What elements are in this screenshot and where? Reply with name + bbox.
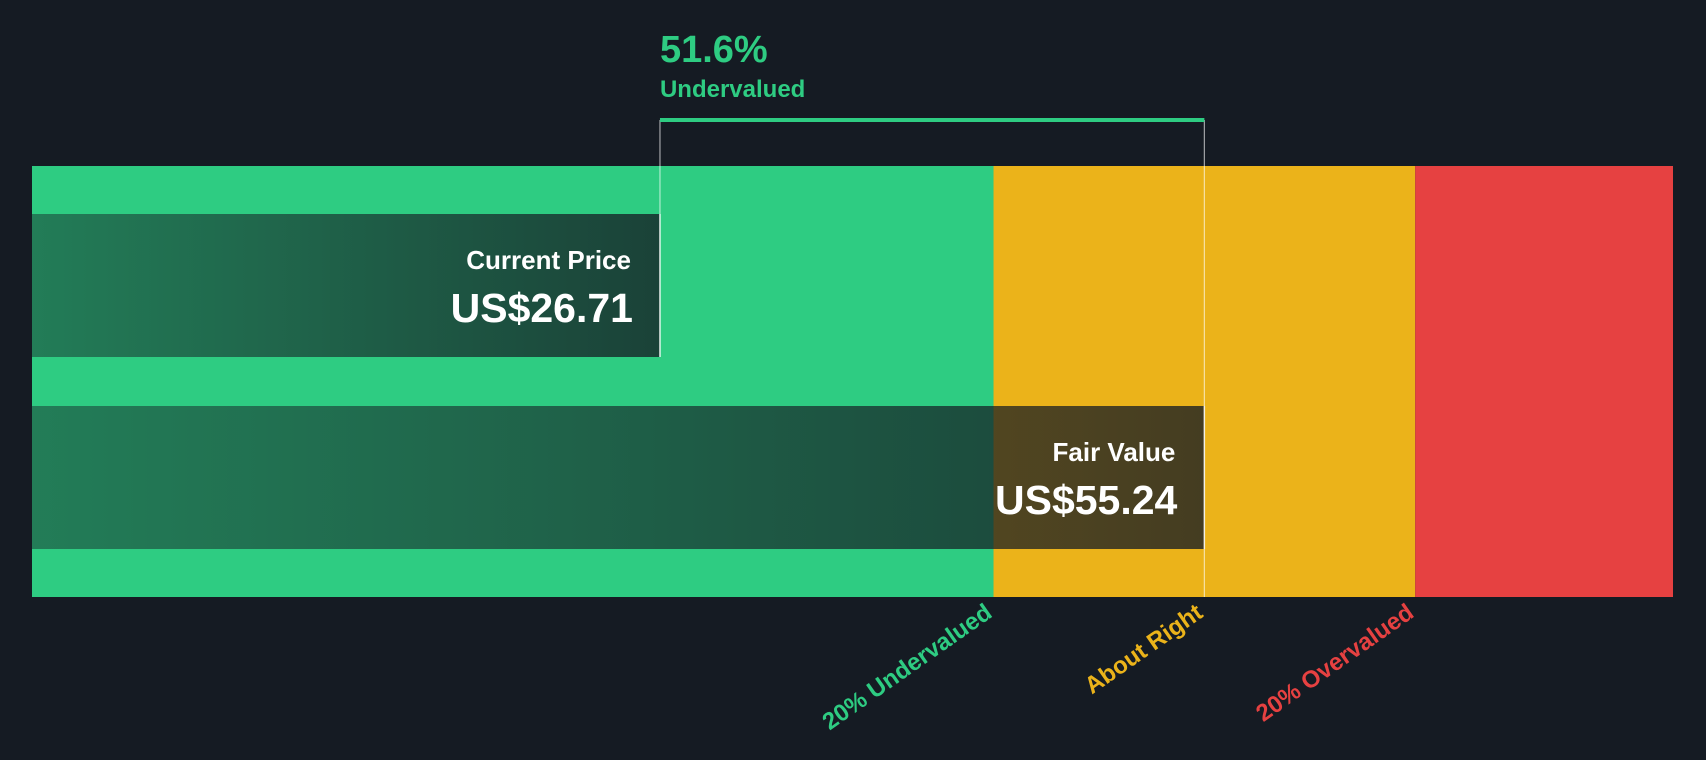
value-bar (32, 214, 660, 357)
bar-name: Current Price (466, 245, 631, 275)
discount-text: Undervalued (660, 76, 805, 103)
zone (1415, 166, 1673, 597)
bar-value: US$55.24 (995, 477, 1178, 523)
bar-value: US$26.71 (451, 285, 633, 331)
discount-value: 51.6% (660, 29, 768, 71)
annotation: 51.6% Undervalued (659, 29, 1205, 597)
value-bar (32, 406, 1205, 549)
bars: Current Price US$26.71 Fair Value US$55.24 (32, 214, 1206, 549)
bar-name: Fair Value (1053, 437, 1176, 467)
